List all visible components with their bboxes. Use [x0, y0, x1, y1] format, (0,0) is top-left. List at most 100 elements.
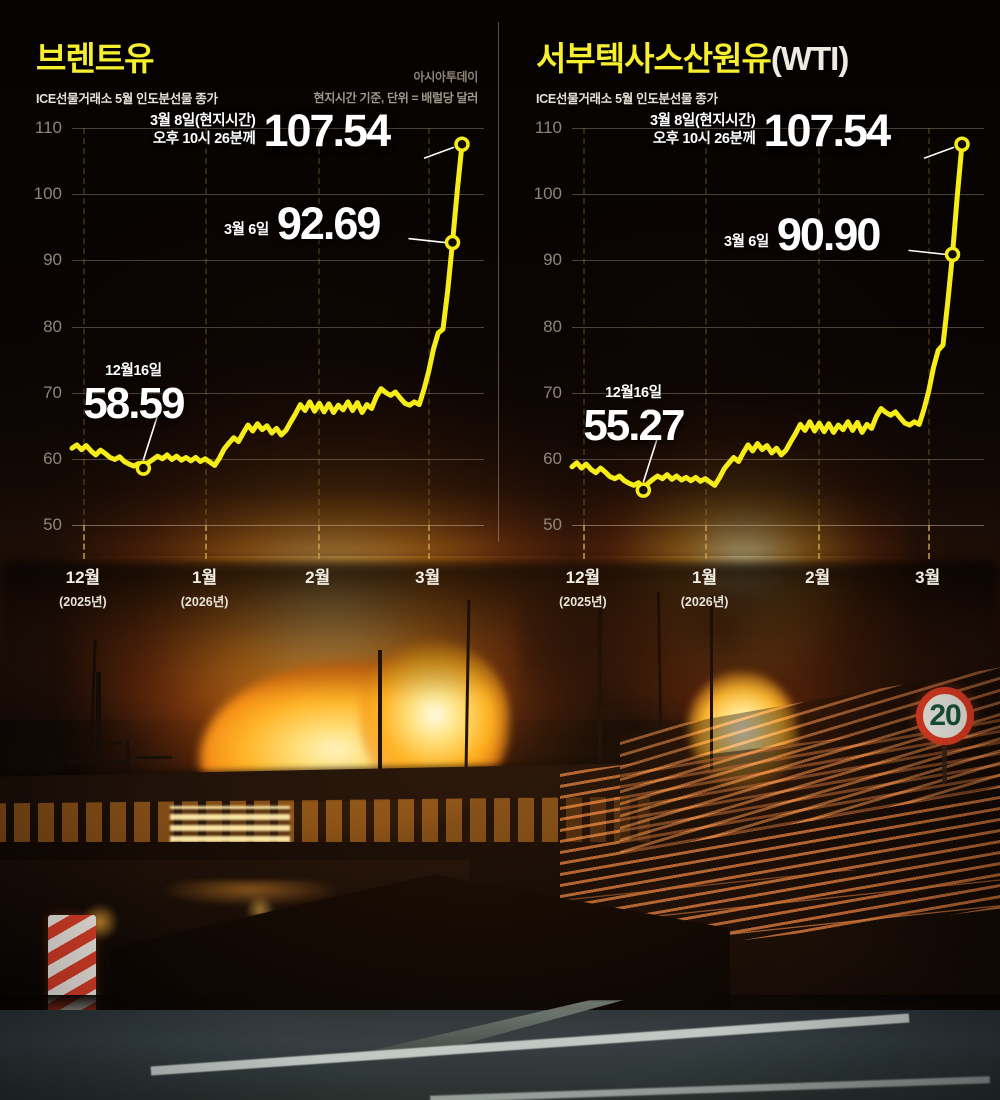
gridline: [572, 128, 984, 129]
y-axis-tick-label: 80: [43, 316, 62, 336]
month-gridline-dash: [582, 128, 585, 525]
year-label: (2025년): [559, 595, 607, 609]
annotation-mid: 3월 6일 92.69: [224, 197, 382, 249]
chart-backdrop: [0, 0, 1000, 556]
x-axis-tick-label: 2월: [305, 563, 330, 588]
annotation-low-date: 12월16일: [605, 385, 662, 402]
title-paren: (WTI): [770, 40, 849, 77]
x-axis-tick-label: 3월: [915, 563, 940, 588]
month-label: 12월: [565, 568, 601, 587]
annotation-low: 12월16일 55.27: [583, 385, 685, 450]
month-gridline-dash: [927, 128, 930, 525]
annotation-mid-value: 92.69: [276, 197, 382, 249]
data-point-marker-mid: [944, 246, 961, 263]
chart-subtitle-brent: ICE선물거래소 5월 인도분선물 종가: [36, 92, 218, 106]
month-divider-dash: [817, 525, 820, 559]
chart-panel-brent: 브렌트유 ICE선물거래소 5월 인도분선물 종가 아시아투데이 현지시간 기준…: [0, 0, 500, 609]
month-gridline-dash: [427, 128, 430, 525]
month-divider-dash: [204, 525, 207, 559]
y-axis-tick-label: 90: [543, 250, 562, 270]
publisher-name: 아시아투데이: [413, 70, 479, 84]
data-point-marker-low: [135, 460, 152, 476]
annotation-mid-date: 3월 6일: [724, 233, 769, 250]
credit-block: 아시아투데이 현지시간 기준, 단위 = 배럴당 달러: [313, 68, 478, 106]
data-point-marker-peak: [954, 136, 970, 153]
data-point-marker-peak: [454, 136, 470, 153]
chart-title-brent: 브렌트유: [36, 40, 154, 77]
units-note: 현지시간 기준, 단위 = 배럴당 달러: [313, 91, 478, 105]
gridline: [72, 525, 484, 526]
month-label: 12월: [65, 568, 101, 587]
chart-subtitle-wti: ICE선물거래소 5월 인도분선물 종가: [536, 92, 718, 106]
annotation-peak-value: 107.54: [763, 105, 891, 157]
y-axis-tick-label: 90: [43, 250, 62, 270]
y-axis-tick-label: 70: [543, 382, 562, 402]
y-axis-tick-label: 50: [43, 515, 62, 534]
data-point-marker-low: [635, 482, 652, 498]
x-axis-tick-label: 1월 (2026년): [181, 563, 229, 610]
x-axis-tick-label: 12월 (2025년): [59, 563, 107, 610]
month-label: 3월: [415, 568, 441, 587]
month-label: 3월: [915, 568, 941, 587]
annotation-mid-value: 90.90: [776, 209, 882, 261]
annotation-leader-line: [908, 249, 946, 256]
month-gridline-dash: [704, 128, 707, 525]
annotation-low: 12월16일 58.59: [83, 363, 185, 428]
month-label: 1월: [692, 568, 718, 587]
data-point-marker-mid: [444, 234, 461, 251]
month-label: 1월: [192, 568, 218, 587]
annotation-leader-line: [142, 415, 159, 461]
annotation-peak-date: 3월 8일(현지시간) 오후 10시 26분께: [150, 113, 256, 147]
annotation-leader-line: [923, 146, 955, 160]
month-label: 2월: [805, 568, 831, 587]
annotation-low-value: 58.59: [83, 378, 185, 428]
month-gridline-dash: [204, 128, 207, 525]
gridline: [72, 326, 484, 328]
gridline: [572, 326, 984, 328]
year-label: (2026년): [680, 595, 729, 609]
gridline: [572, 525, 984, 526]
y-axis-tick-label: 100: [533, 184, 562, 204]
x-axis-tick-label: 1월 (2026년): [681, 563, 729, 610]
gridline: [572, 260, 984, 262]
month-gridline-dash: [82, 128, 85, 525]
annotation-peak-date: 3월 8일(현지시간) 오후 10시 26분께: [650, 113, 756, 147]
year-label: (2025년): [59, 595, 107, 609]
charts-container: 브렌트유 ICE선물거래소 5월 인도분선물 종가 아시아투데이 현지시간 기준…: [0, 0, 1000, 609]
year-label: (2026년): [180, 595, 229, 609]
x-axis-tick-label: 12월 (2025년): [559, 563, 607, 610]
annotation-mid-date: 3월 6일: [224, 222, 269, 239]
annotation-leader-line: [423, 146, 455, 160]
gridline: [72, 458, 484, 460]
month-divider-dash: [927, 525, 930, 559]
month-divider-dash: [582, 525, 585, 559]
annotation-peak-value: 107.54: [263, 105, 391, 157]
gridline: [72, 194, 484, 196]
y-axis-tick-label: 50: [543, 515, 562, 534]
annotation-leader-line: [408, 237, 446, 244]
gridline: [572, 392, 984, 394]
month-gridline-dash: [317, 128, 320, 525]
chart-panel-wti: 서부텍사스산원유(WTI) ICE선물거래소 5월 인도분선물 종가 110 10…: [500, 0, 1000, 609]
plot-area-wti: 110 100 90 80 70 60 50 12월 (2025년) 1월 (2026년) 2월 3월 3…: [500, 0, 1000, 609]
annotation-leader-line: [642, 437, 659, 483]
month-label: 2월: [305, 568, 331, 587]
annotation-low-date: 12월16일: [105, 363, 162, 380]
gridline: [572, 194, 984, 196]
x-axis-tick-label: 3월: [415, 563, 440, 588]
y-axis-tick-label: 70: [43, 382, 62, 402]
month-divider-dash: [704, 525, 707, 559]
y-axis-tick-label: 110: [34, 118, 62, 137]
month-divider-dash: [427, 525, 430, 559]
y-axis-tick-label: 60: [43, 448, 62, 468]
annotation-peak: 3월 8일(현지시간) 오후 10시 26분께 107.54: [650, 105, 891, 157]
x-axis-tick-label: 2월: [805, 563, 830, 588]
price-series-path: [569, 141, 965, 493]
gridline: [72, 392, 484, 394]
gridline: [72, 260, 484, 262]
price-line-chart: [569, 136, 970, 498]
annotation-mid: 3월 6일 90.90: [724, 209, 882, 261]
annotation-low-value: 55.27: [583, 400, 685, 450]
annotation-peak: 3월 8일(현지시간) 오후 10시 26분께 107.54: [150, 105, 391, 157]
